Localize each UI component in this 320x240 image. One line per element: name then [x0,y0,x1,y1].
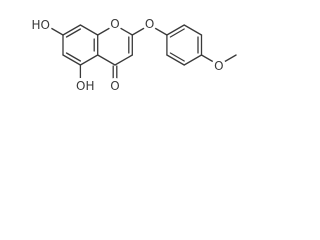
bond [97,54,116,66]
bond [218,54,237,66]
bond [166,24,185,36]
double-bond-inner [169,52,185,62]
methoxy-oxygen-label: O [214,59,223,73]
double-bond-inner [65,52,82,62]
bond [148,24,168,36]
hydroxy-label: HO [32,18,50,32]
hydroxy-label: OH [76,79,94,93]
bond [45,24,64,36]
double-bond-inner [169,28,185,38]
bond [183,54,203,66]
bond [166,54,185,66]
bond [114,24,133,36]
bond [79,24,99,36]
ring-oxygen-label: O [110,17,119,31]
bond [183,24,203,36]
bond [97,24,116,36]
bond [114,54,133,66]
molecule-diagram: HO OH O O O O [29,14,237,96]
bond [131,24,151,36]
atom-labels: HO OH O O O O [29,14,227,96]
bonds [45,24,237,86]
double-bond-inner [65,28,82,38]
page: {"nodes": [ {"label": "HO"}, {"label": "… [0,0,248,109]
bond [200,54,220,66]
ether-oxygen-label: O [145,17,154,31]
bond [79,54,99,66]
bond [62,54,82,66]
bond [62,24,82,36]
carbonyl-oxygen-label: O [110,79,119,93]
